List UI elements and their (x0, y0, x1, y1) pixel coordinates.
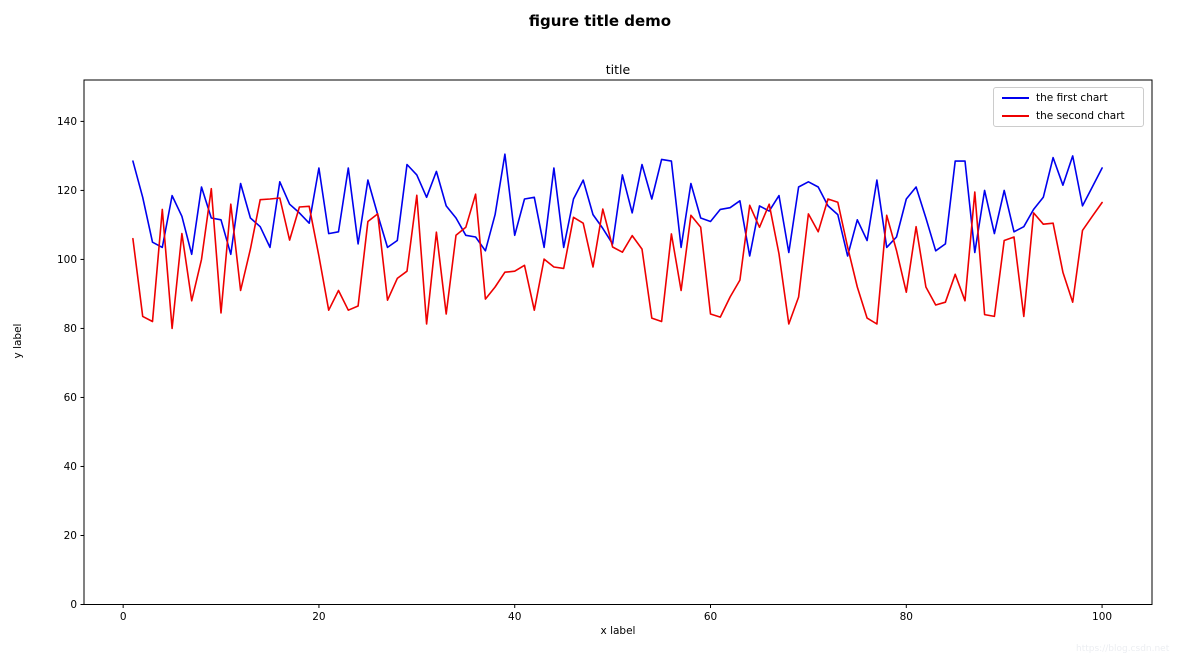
legend-label: the first chart (1036, 92, 1108, 105)
legend-line-sample (1002, 114, 1029, 117)
x-axis-label: x label (600, 625, 636, 637)
legend-label: the second chart (1036, 109, 1125, 122)
y-axis-label: y label (12, 323, 24, 359)
y-tick-label: 40 (64, 461, 77, 473)
figure-suptitle: figure title demo (528, 12, 672, 30)
axes-title: title (605, 62, 631, 77)
legend-line-sample (1002, 97, 1029, 100)
x-tick-label: 20 (312, 611, 325, 623)
x-tick-label: 80 (900, 611, 913, 623)
legend-item-1: the first chart (994, 90, 1143, 106)
x-tick-label: 100 (1092, 611, 1112, 623)
y-tick-label: 60 (64, 392, 77, 404)
y-tick-label: 0 (70, 599, 77, 611)
y-tick-label: 100 (57, 254, 77, 266)
x-tick-label: 60 (704, 611, 717, 623)
axes-frame (83, 79, 1153, 605)
y-tick-label: 20 (64, 530, 77, 542)
legend-box: the first chart the second chart (993, 87, 1144, 127)
x-tick-label: 40 (508, 611, 521, 623)
y-tick-label: 120 (57, 185, 77, 197)
y-tick-label: 140 (57, 116, 77, 128)
legend-item-2: the second chart (994, 108, 1143, 124)
y-tick-label: 80 (64, 323, 77, 335)
watermark: https://blog.csdn.net (1076, 644, 1170, 654)
series-line-2 (132, 187, 1103, 330)
x-tick-label: 0 (120, 611, 127, 623)
series-line-1 (132, 153, 1103, 257)
